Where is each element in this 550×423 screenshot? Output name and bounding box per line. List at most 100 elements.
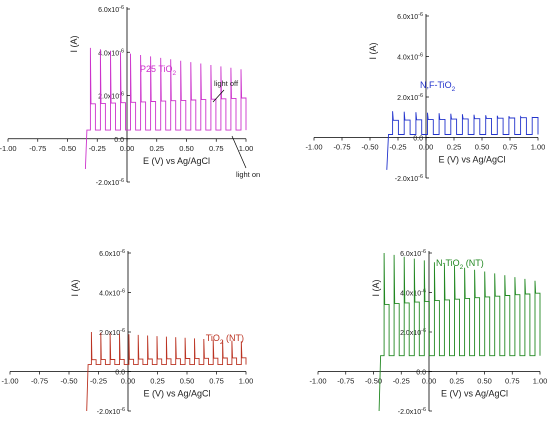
y-tick-mantissa: 0.0 xyxy=(413,136,423,143)
x-tick-label: -0.25 xyxy=(389,143,406,152)
series-title-subscript: 2 xyxy=(452,86,456,93)
annotation-arrow xyxy=(231,135,247,169)
x-tick-label: -0.50 xyxy=(361,143,378,152)
y-tick-mantissa: -2.0x10 xyxy=(97,409,120,416)
x-tick-label: -0.25 xyxy=(90,377,107,386)
y-tick-mantissa: 2.0x10 xyxy=(98,94,119,101)
x-tick-label: -0.50 xyxy=(60,377,77,386)
y-tick-exponent: -6 xyxy=(119,48,124,54)
x-axis-label: E (V) vs Ag/AgCl xyxy=(438,155,505,165)
x-tick-label: 0.25 xyxy=(150,377,165,386)
chart-panel-ntio2nt: -1.00 -0.75 -0.50 -0.25 0.00 0.25 0.50 0.75 1.00… xyxy=(309,249,547,416)
series-title-subscript: 2 xyxy=(173,70,177,77)
photocurrent-series xyxy=(86,331,247,412)
photocurrent-series xyxy=(84,47,247,170)
y-tick-exponent: -6 xyxy=(119,178,124,184)
series-title-main: N-TiO xyxy=(436,258,460,268)
y-tick-mantissa: 4.0x10 xyxy=(98,50,119,57)
y-tick-label: 6.0x10-6 xyxy=(99,249,125,258)
x-tick-label: -1.00 xyxy=(309,377,326,386)
y-tick-label: 0.0 xyxy=(413,136,423,143)
y-tick-label: 0.0 xyxy=(416,370,426,377)
y-tick-exponent: -6 xyxy=(418,174,423,180)
chart-panel-tio2nt: -1.00 -0.75 -0.50 -0.25 0.00 0.25 0.50 0.75 1.00… xyxy=(1,249,253,416)
y-tick-label: 4.0x10-6 xyxy=(98,48,124,57)
y-tick-mantissa: 6.0x10 xyxy=(397,14,418,21)
y-axis-label: I (A) xyxy=(70,279,80,296)
x-tick-label: 0.25 xyxy=(149,144,164,153)
chart-panel-nf: -1.00 -0.75 -0.50 -0.25 0.00 0.25 0.50 0.75 1.00… xyxy=(305,12,545,183)
y-tick-label: 4.0x10-6 xyxy=(400,289,426,298)
x-tick-label: 0.00 xyxy=(121,377,136,386)
series-title-subscript: 2 xyxy=(460,264,464,271)
annotation-arrow xyxy=(212,89,225,103)
y-tick-mantissa: 2.0x10 xyxy=(397,95,418,102)
series-title-tail: (NT) xyxy=(463,258,484,268)
x-tick-label: 0.00 xyxy=(120,144,135,153)
y-tick-label: 2.0x10-6 xyxy=(400,328,426,337)
y-axis-label: I (A) xyxy=(371,279,381,296)
y-tick-mantissa: -2.0x10 xyxy=(395,176,418,183)
photocurrent-series xyxy=(386,111,539,170)
x-tick-label: 0.75 xyxy=(503,143,518,152)
x-tick-label: 0.50 xyxy=(179,144,194,153)
y-tick-exponent: -6 xyxy=(418,93,423,99)
y-tick-mantissa: 2.0x10 xyxy=(400,330,421,337)
x-tick-label: -1.00 xyxy=(305,143,322,152)
photocurrent-series xyxy=(378,252,541,412)
x-axis-label: E (V) vs Ag/AgCl xyxy=(143,389,210,399)
y-tick-exponent: -6 xyxy=(418,53,423,59)
y-tick-mantissa: -2.0x10 xyxy=(398,409,421,416)
x-tick-label: -0.50 xyxy=(59,144,76,153)
y-tick-label: 6.0x10-6 xyxy=(98,5,124,14)
y-tick-exponent: -6 xyxy=(418,12,423,18)
y-tick-label: 0.0 xyxy=(114,137,124,144)
y-tick-mantissa: 6.0x10 xyxy=(400,251,421,258)
annotation-light-on: light on xyxy=(236,170,260,179)
y-tick-exponent: -6 xyxy=(120,328,125,334)
y-tick-label: 2.0x10-6 xyxy=(98,92,124,101)
x-tick-label: -1.00 xyxy=(0,144,17,153)
y-tick-label: 6.0x10-6 xyxy=(400,249,426,258)
x-tick-label: 0.25 xyxy=(449,377,464,386)
x-tick-label: 0.50 xyxy=(475,143,490,152)
y-tick-mantissa: 4.0x10 xyxy=(400,291,421,298)
y-tick-label: 2.0x10-6 xyxy=(397,93,423,102)
y-tick-exponent: -6 xyxy=(120,249,125,255)
x-tick-label: 0.25 xyxy=(447,143,462,152)
y-tick-mantissa: 0.0 xyxy=(114,137,124,144)
y-axis-label: I (A) xyxy=(69,35,79,52)
y-tick-label: 0.0 xyxy=(115,370,125,377)
series-title: N,F-TiO2 xyxy=(420,80,456,93)
x-tick-label: 1.00 xyxy=(531,143,546,152)
y-tick-exponent: -6 xyxy=(120,289,125,295)
y-tick-label: 4.0x10-6 xyxy=(99,289,125,298)
y-tick-mantissa: 4.0x10 xyxy=(397,55,418,62)
y-tick-mantissa: 6.0x10 xyxy=(98,7,119,14)
x-tick-label: 0.00 xyxy=(422,377,437,386)
x-tick-label: 1.00 xyxy=(533,377,548,386)
x-tick-label: -0.75 xyxy=(337,377,354,386)
annotation-light-off: light off xyxy=(214,79,239,88)
y-axis-label: I (A) xyxy=(368,42,378,59)
series-title: P25 TiO2 xyxy=(140,64,177,77)
y-tick-mantissa: 0.0 xyxy=(115,370,125,377)
x-tick-label: -0.25 xyxy=(89,144,106,153)
y-tick-exponent: -6 xyxy=(421,289,426,295)
chart-panel-p25: -1.00 -0.75 -0.50 -0.25 0.00 0.25 0.50 0.75 1.00… xyxy=(0,5,260,187)
y-tick-mantissa: -2.0x10 xyxy=(96,180,119,187)
y-tick-mantissa: 6.0x10 xyxy=(99,251,120,258)
y-tick-label: -2.0x10-6 xyxy=(96,178,124,187)
x-tick-label: 1.00 xyxy=(239,144,254,153)
x-tick-label: -0.75 xyxy=(29,144,46,153)
y-tick-mantissa: 4.0x10 xyxy=(99,291,120,298)
x-tick-label: 1.00 xyxy=(239,377,254,386)
x-tick-label: 0.50 xyxy=(180,377,195,386)
x-tick-label: 0.75 xyxy=(209,144,224,153)
x-axis-label: E (V) vs Ag/AgCl xyxy=(143,156,210,166)
y-tick-exponent: -6 xyxy=(421,249,426,255)
x-tick-label: -0.75 xyxy=(333,143,350,152)
y-tick-label: 6.0x10-6 xyxy=(397,12,423,21)
y-tick-label: 2.0x10-6 xyxy=(99,328,125,337)
